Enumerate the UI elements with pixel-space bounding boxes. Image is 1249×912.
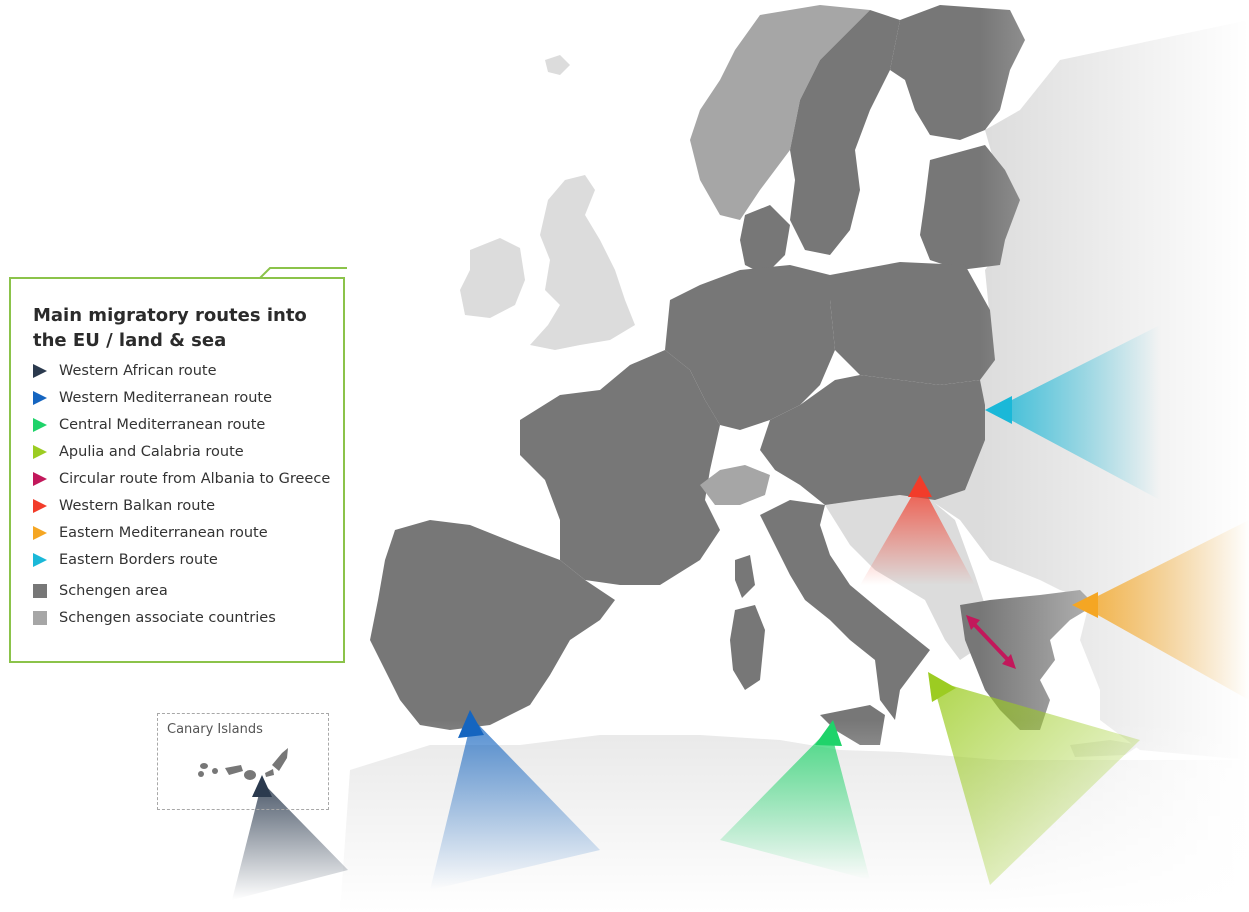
legend-route-list: Western African route Western Mediterran… xyxy=(33,357,330,573)
sardinia xyxy=(730,605,765,690)
central-europe xyxy=(760,375,985,505)
italy xyxy=(760,500,930,720)
legend-item-label: Circular route from Albania to Greece xyxy=(59,470,331,487)
route-western-african-head xyxy=(252,775,272,797)
legend-item-label: Central Mediterranean route xyxy=(59,416,266,433)
route-eastern-mediterranean xyxy=(1080,520,1249,700)
legend-item-label: Eastern Mediterranean route xyxy=(59,524,268,541)
route-western-mediterranean xyxy=(430,718,600,890)
legend-item-schengen-associates: Schengen associate countries xyxy=(33,610,276,626)
canary-islands-map xyxy=(198,748,288,780)
route-western-balkan-head xyxy=(908,475,932,497)
legend-item-western-mediterranean: Western Mediterranean route xyxy=(33,384,330,411)
triangle-icon xyxy=(33,471,47,486)
switzerland xyxy=(700,465,770,505)
legend-item-label: Schengen associate countries xyxy=(59,610,276,626)
germany-benelux xyxy=(665,265,835,430)
iceland xyxy=(545,55,570,75)
legend-item-western-african: Western African route xyxy=(33,357,330,384)
legend-notch xyxy=(255,267,347,279)
route-eastern-borders-head xyxy=(985,396,1012,424)
france xyxy=(520,350,720,585)
iberia xyxy=(370,520,615,730)
route-western-mediterranean-head xyxy=(458,710,484,738)
square-icon xyxy=(33,611,47,625)
legend-item-label: Western Balkan route xyxy=(59,497,216,514)
route-circular-albania-greece xyxy=(970,620,1012,664)
route-central-mediterranean xyxy=(720,728,870,880)
corsica xyxy=(735,555,755,598)
route-eastern-borders xyxy=(992,325,1160,500)
sweden xyxy=(790,10,900,255)
route-circular-head-b xyxy=(1002,654,1016,669)
poland xyxy=(830,262,995,385)
legend-item-label: Eastern Borders route xyxy=(59,551,218,568)
route-eastern-mediterranean-head xyxy=(1072,592,1098,618)
legend-item-central-mediterranean: Central Mediterranean route xyxy=(33,411,330,438)
route-circular-head-a xyxy=(966,615,980,630)
legend-item-label: Western African route xyxy=(59,362,217,379)
legend-item-label: Schengen area xyxy=(59,583,168,599)
legend-item-apulia-calabria: Apulia and Calabria route xyxy=(33,438,330,465)
denmark xyxy=(740,205,790,275)
triangle-icon xyxy=(33,498,47,513)
route-apulia-calabria xyxy=(932,680,1140,885)
inset-title: Canary Islands xyxy=(167,722,263,737)
triangle-icon xyxy=(33,525,47,540)
legend-item-label: Western Mediterranean route xyxy=(59,389,273,406)
legend-item-eastern-mediterranean: Eastern Mediterranean route xyxy=(33,519,330,546)
triangle-icon xyxy=(33,417,47,432)
route-central-mediterranean-head xyxy=(815,720,842,746)
norway xyxy=(690,5,870,220)
ireland xyxy=(460,238,525,318)
route-western-african xyxy=(232,782,348,900)
legend-item-eastern-borders: Eastern Borders route xyxy=(33,546,330,573)
united-kingdom xyxy=(530,175,635,350)
legend-item-schengen-area: Schengen area xyxy=(33,583,168,599)
legend-panel: Main migratory routes into the EU / land… xyxy=(9,267,347,663)
legend-item-label: Apulia and Calabria route xyxy=(59,443,244,460)
triangle-icon xyxy=(33,390,47,405)
triangle-icon xyxy=(33,552,47,567)
legend-item-circular-albania-greece: Circular route from Albania to Greece xyxy=(33,465,330,492)
square-icon xyxy=(33,584,47,598)
triangle-icon xyxy=(33,363,47,378)
route-apulia-calabria-head xyxy=(928,672,956,702)
canary-islands-inset: Canary Islands xyxy=(157,713,329,810)
triangle-icon xyxy=(33,444,47,459)
legend-title: Main migratory routes into the EU / land… xyxy=(33,305,307,351)
legend-item-western-balkan: Western Balkan route xyxy=(33,492,330,519)
route-western-balkan xyxy=(860,482,975,585)
